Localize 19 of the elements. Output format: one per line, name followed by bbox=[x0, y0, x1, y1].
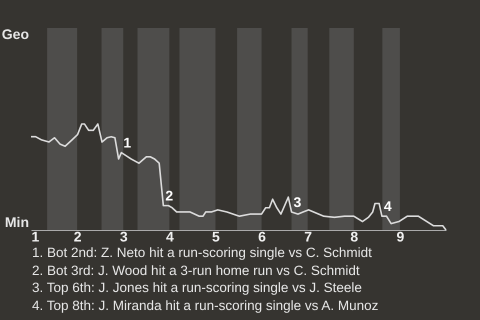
text: 4. Top 8th: J. Miranda hit a run-scoring single vs A. Munoz bbox=[32, 296, 378, 314]
annotation: 2 bbox=[165, 188, 174, 204]
text: 2. Bot 3rd: J. Wood hit a 3-run home run vs C. Schmidt bbox=[32, 262, 361, 279]
text: 3. Top 6th: J. Jones hit a run-scoring single vs J. Steele bbox=[32, 279, 363, 296]
x-tick-label: 2 bbox=[74, 228, 82, 244]
text: Min bbox=[4, 214, 29, 230]
x-tick-label: 5 bbox=[212, 228, 220, 244]
text: Geo bbox=[2, 26, 29, 42]
annotation: 4 bbox=[384, 198, 392, 214]
annotation: 3 bbox=[294, 194, 302, 210]
x-tick-label: 7 bbox=[304, 228, 312, 244]
x-tick-label: 1 bbox=[32, 228, 40, 244]
x-tick-label: 3 bbox=[120, 228, 128, 244]
x-tick-label: 9 bbox=[396, 228, 404, 244]
x-tick-label: 8 bbox=[350, 228, 358, 244]
annotation: 1 bbox=[123, 134, 132, 151]
x-tick-label: 4 bbox=[166, 228, 174, 244]
x-tick-label: 6 bbox=[258, 228, 266, 244]
text: 1. Bot 2nd: Z. Neto hit a run-scoring single vs C. Schmidt bbox=[32, 244, 373, 262]
